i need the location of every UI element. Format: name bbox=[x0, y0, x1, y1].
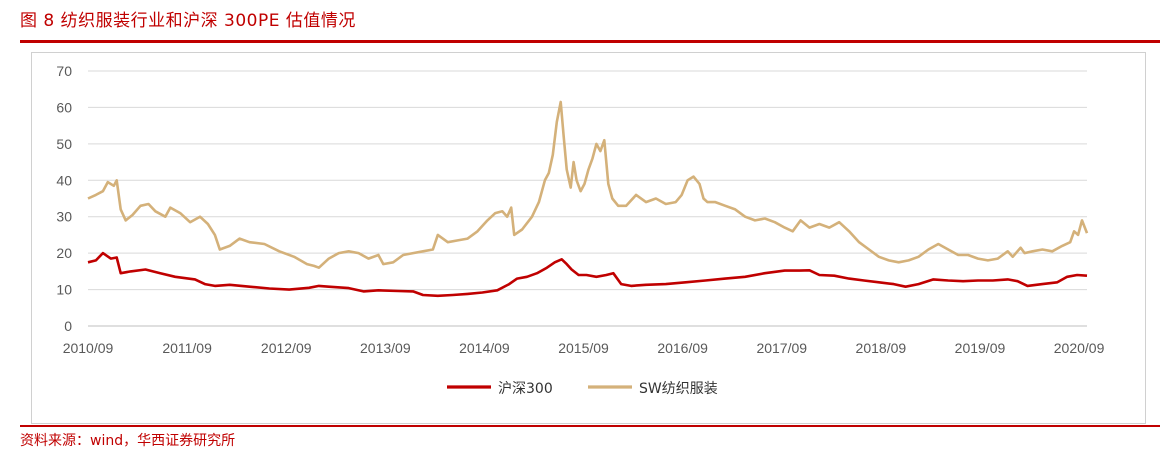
legend: 沪深300 SW纺织服装 bbox=[447, 381, 718, 397]
y-tick-label: 70 bbox=[56, 63, 72, 79]
x-tick-label: 2014/09 bbox=[459, 340, 510, 356]
source-note: 资料来源：wind，华西证券研究所 bbox=[20, 433, 236, 449]
title-rule bbox=[20, 40, 1160, 43]
x-tick-label: 2011/09 bbox=[162, 340, 212, 356]
x-tick-label: 2016/09 bbox=[657, 340, 708, 356]
x-tick-label: 2012/09 bbox=[261, 340, 312, 356]
y-tick-label: 20 bbox=[56, 245, 72, 261]
x-tick-label: 2013/09 bbox=[360, 340, 411, 356]
y-tick-label: 60 bbox=[56, 99, 72, 115]
x-tick-label: 2018/09 bbox=[856, 340, 907, 356]
x-tick-label: 2019/09 bbox=[955, 340, 1006, 356]
y-tick-label: 50 bbox=[56, 136, 72, 152]
x-tick-label: 2017/09 bbox=[756, 340, 807, 356]
y-tick-label: 0 bbox=[64, 318, 72, 334]
x-axis-ticks: 2010/09 2011/09 2012/09 2013/09 2014/09 2015/… bbox=[63, 325, 1105, 356]
y-tick-label: 10 bbox=[56, 282, 72, 298]
legend-label: SW纺织服装 bbox=[639, 381, 718, 397]
legend-label: 沪深300 bbox=[498, 381, 553, 397]
series-lines bbox=[87, 100, 1089, 298]
chart-title: 图 8 纺织服装行业和沪深 300PE 估值情况 bbox=[20, 11, 356, 31]
y-tick-label: 30 bbox=[56, 209, 72, 225]
gridlines bbox=[88, 70, 1087, 327]
y-tick-label: 40 bbox=[56, 172, 72, 188]
footer-rule bbox=[20, 425, 1160, 427]
x-tick-label: 2015/09 bbox=[558, 340, 609, 356]
x-tick-label: 2010/09 bbox=[63, 340, 114, 356]
x-tick-label: 2020/09 bbox=[1054, 340, 1105, 356]
chart-frame bbox=[31, 52, 1146, 424]
series-line-SW纺织服装 bbox=[87, 100, 1089, 269]
series-line-沪深300 bbox=[87, 251, 1088, 298]
y-axis-ticks: 0 10 20 30 40 50 60 70 bbox=[56, 63, 72, 334]
